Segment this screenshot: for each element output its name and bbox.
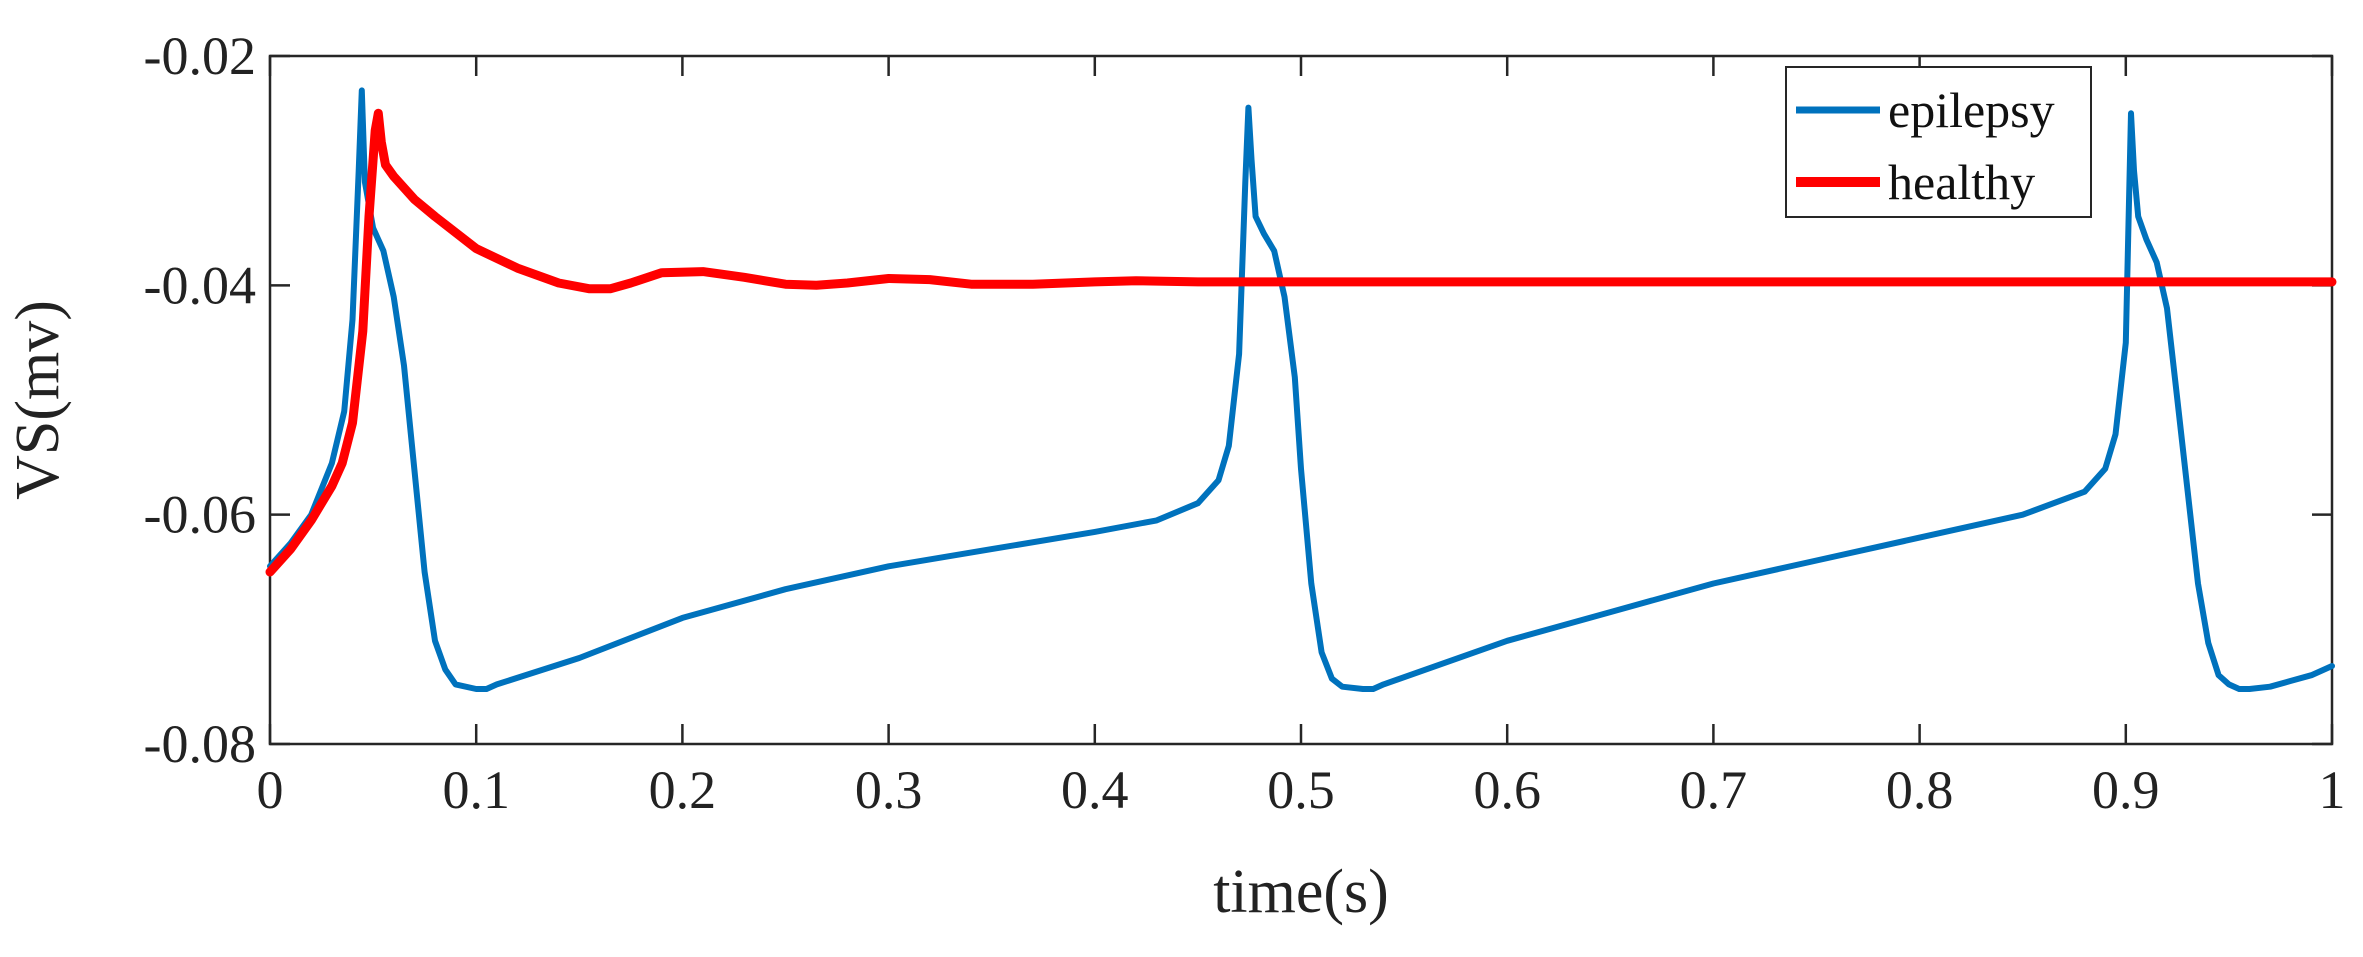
y-tick-label: -0.08 xyxy=(144,714,256,774)
x-tick-label: 0.5 xyxy=(1267,760,1335,820)
y-tick-label: -0.02 xyxy=(144,26,256,86)
x-tick-label: 1 xyxy=(2319,760,2346,820)
legend-label-epilepsy: epilepsy xyxy=(1888,82,2055,138)
x-tick-label: 0.1 xyxy=(442,760,510,820)
x-tick-label: 0 xyxy=(257,760,284,820)
x-tick-label: 0.4 xyxy=(1061,760,1129,820)
legend-box xyxy=(1785,66,2092,218)
axis-ticks xyxy=(268,54,2334,746)
x-tick-label: 0.2 xyxy=(649,760,717,820)
tick-labels: 0 0.1 0.2 0.3 0.4 0.5 0.6 0.7 0.8 0.9 1 -0.08 -0.06 -… xyxy=(144,26,2346,820)
x-tick-label: 0.9 xyxy=(2092,760,2160,820)
series-line-healthy xyxy=(265,108,2337,577)
y-axis-title: VS(mv) xyxy=(4,300,72,500)
x-tick-label: 0.3 xyxy=(855,760,923,820)
series-layer xyxy=(265,87,2337,692)
legend-label-healthy: healthy xyxy=(1888,154,2035,210)
x-tick-label: 0.6 xyxy=(1473,760,1541,820)
legend: epilepsy healthy xyxy=(1785,66,2092,218)
y-tick-label: -0.04 xyxy=(144,255,256,315)
x-tick-label: 0.8 xyxy=(1886,760,1954,820)
y-tick-label: -0.06 xyxy=(144,485,256,545)
x-tick-label: 0.7 xyxy=(1680,760,1748,820)
x-axis-title: time(s) xyxy=(1213,858,1389,926)
